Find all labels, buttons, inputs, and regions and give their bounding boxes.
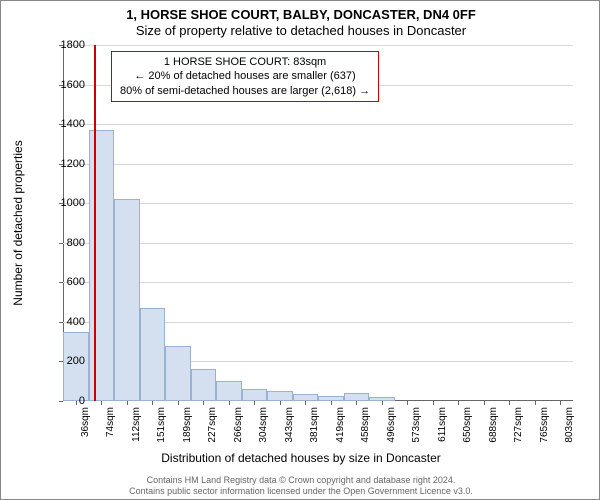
xtick-label: 381sqm: [309, 407, 320, 443]
xtick-label: 304sqm: [258, 407, 269, 443]
footer-line-2: Contains public sector information licen…: [1, 486, 600, 497]
histogram-bar: [114, 199, 140, 401]
xtick-label: 151sqm: [156, 407, 167, 443]
footer-line-1: Contains HM Land Registry data © Crown c…: [1, 475, 600, 486]
ytick-label: 1200: [45, 158, 85, 170]
info-line-3: 80% of semi-detached houses are larger (…: [120, 84, 370, 98]
gridline: [63, 164, 573, 165]
xtick-mark: [331, 401, 332, 405]
xtick-mark: [433, 401, 434, 405]
histogram-bar: [89, 130, 115, 401]
xtick-label: 112sqm: [131, 407, 142, 442]
histogram-bar: [293, 394, 319, 401]
ytick-label: 200: [45, 355, 85, 367]
xtick-mark: [509, 401, 510, 405]
y-axis-label: Number of detached properties: [11, 140, 25, 305]
xtick-label: 189sqm: [182, 407, 193, 443]
histogram-bar: [191, 369, 217, 401]
xtick-label: 688sqm: [488, 407, 499, 443]
title-main: 1, HORSE SHOE COURT, BALBY, DONCASTER, D…: [1, 7, 600, 22]
ytick-label: 1600: [45, 79, 85, 91]
info-line-1: 1 HORSE SHOE COURT: 83sqm: [120, 55, 370, 69]
x-axis-label: Distribution of detached houses by size …: [1, 451, 600, 465]
indicator-line: [94, 45, 96, 401]
xtick-label: 74sqm: [105, 407, 116, 437]
xtick-mark: [229, 401, 230, 405]
xtick-mark: [178, 401, 179, 405]
xtick-mark: [152, 401, 153, 405]
xtick-mark: [203, 401, 204, 405]
xtick-mark: [127, 401, 128, 405]
xtick-label: 727sqm: [513, 407, 524, 443]
xtick-mark: [560, 401, 561, 405]
gridline: [63, 45, 573, 46]
ytick-label: 1400: [45, 118, 85, 130]
xtick-mark: [280, 401, 281, 405]
xtick-mark: [484, 401, 485, 405]
histogram-bar: [344, 393, 370, 401]
chart-container: 1, HORSE SHOE COURT, BALBY, DONCASTER, D…: [0, 0, 600, 500]
xtick-label: 458sqm: [360, 407, 371, 443]
xtick-mark: [382, 401, 383, 405]
footer-attribution: Contains HM Land Registry data © Crown c…: [1, 475, 600, 497]
xtick-label: 266sqm: [233, 407, 244, 443]
xtick-label: 573sqm: [411, 407, 422, 443]
ytick-label: 1800: [45, 39, 85, 51]
xtick-label: 611sqm: [437, 407, 448, 442]
xtick-label: 650sqm: [462, 407, 473, 443]
gridline: [63, 124, 573, 125]
histogram-bar: [242, 389, 268, 401]
xtick-label: 765sqm: [539, 407, 550, 443]
xtick-mark: [458, 401, 459, 405]
gridline: [63, 243, 573, 244]
info-line-2: ← 20% of detached houses are smaller (63…: [120, 69, 370, 83]
ytick-label: 800: [45, 237, 85, 249]
xtick-label: 36sqm: [80, 407, 91, 437]
xtick-label: 496sqm: [386, 407, 397, 443]
histogram-bar: [267, 391, 293, 401]
xtick-mark: [407, 401, 408, 405]
ytick-label: 0: [45, 395, 85, 407]
gridline: [63, 282, 573, 283]
ytick-label: 600: [45, 276, 85, 288]
xtick-mark: [535, 401, 536, 405]
xtick-label: 343sqm: [284, 407, 295, 443]
ytick-label: 400: [45, 316, 85, 328]
title-sub: Size of property relative to detached ho…: [1, 23, 600, 38]
histogram-bar: [216, 381, 242, 401]
xtick-mark: [305, 401, 306, 405]
xtick-mark: [254, 401, 255, 405]
xtick-label: 803sqm: [564, 407, 575, 443]
histogram-bar: [140, 308, 166, 401]
gridline: [63, 203, 573, 204]
ytick-label: 1000: [45, 197, 85, 209]
indicator-info-box: 1 HORSE SHOE COURT: 83sqm ← 20% of detac…: [111, 51, 379, 102]
xtick-label: 419sqm: [335, 407, 346, 443]
xtick-mark: [101, 401, 102, 405]
histogram-bar: [165, 346, 191, 401]
xtick-mark: [356, 401, 357, 405]
xtick-label: 227sqm: [207, 407, 218, 443]
